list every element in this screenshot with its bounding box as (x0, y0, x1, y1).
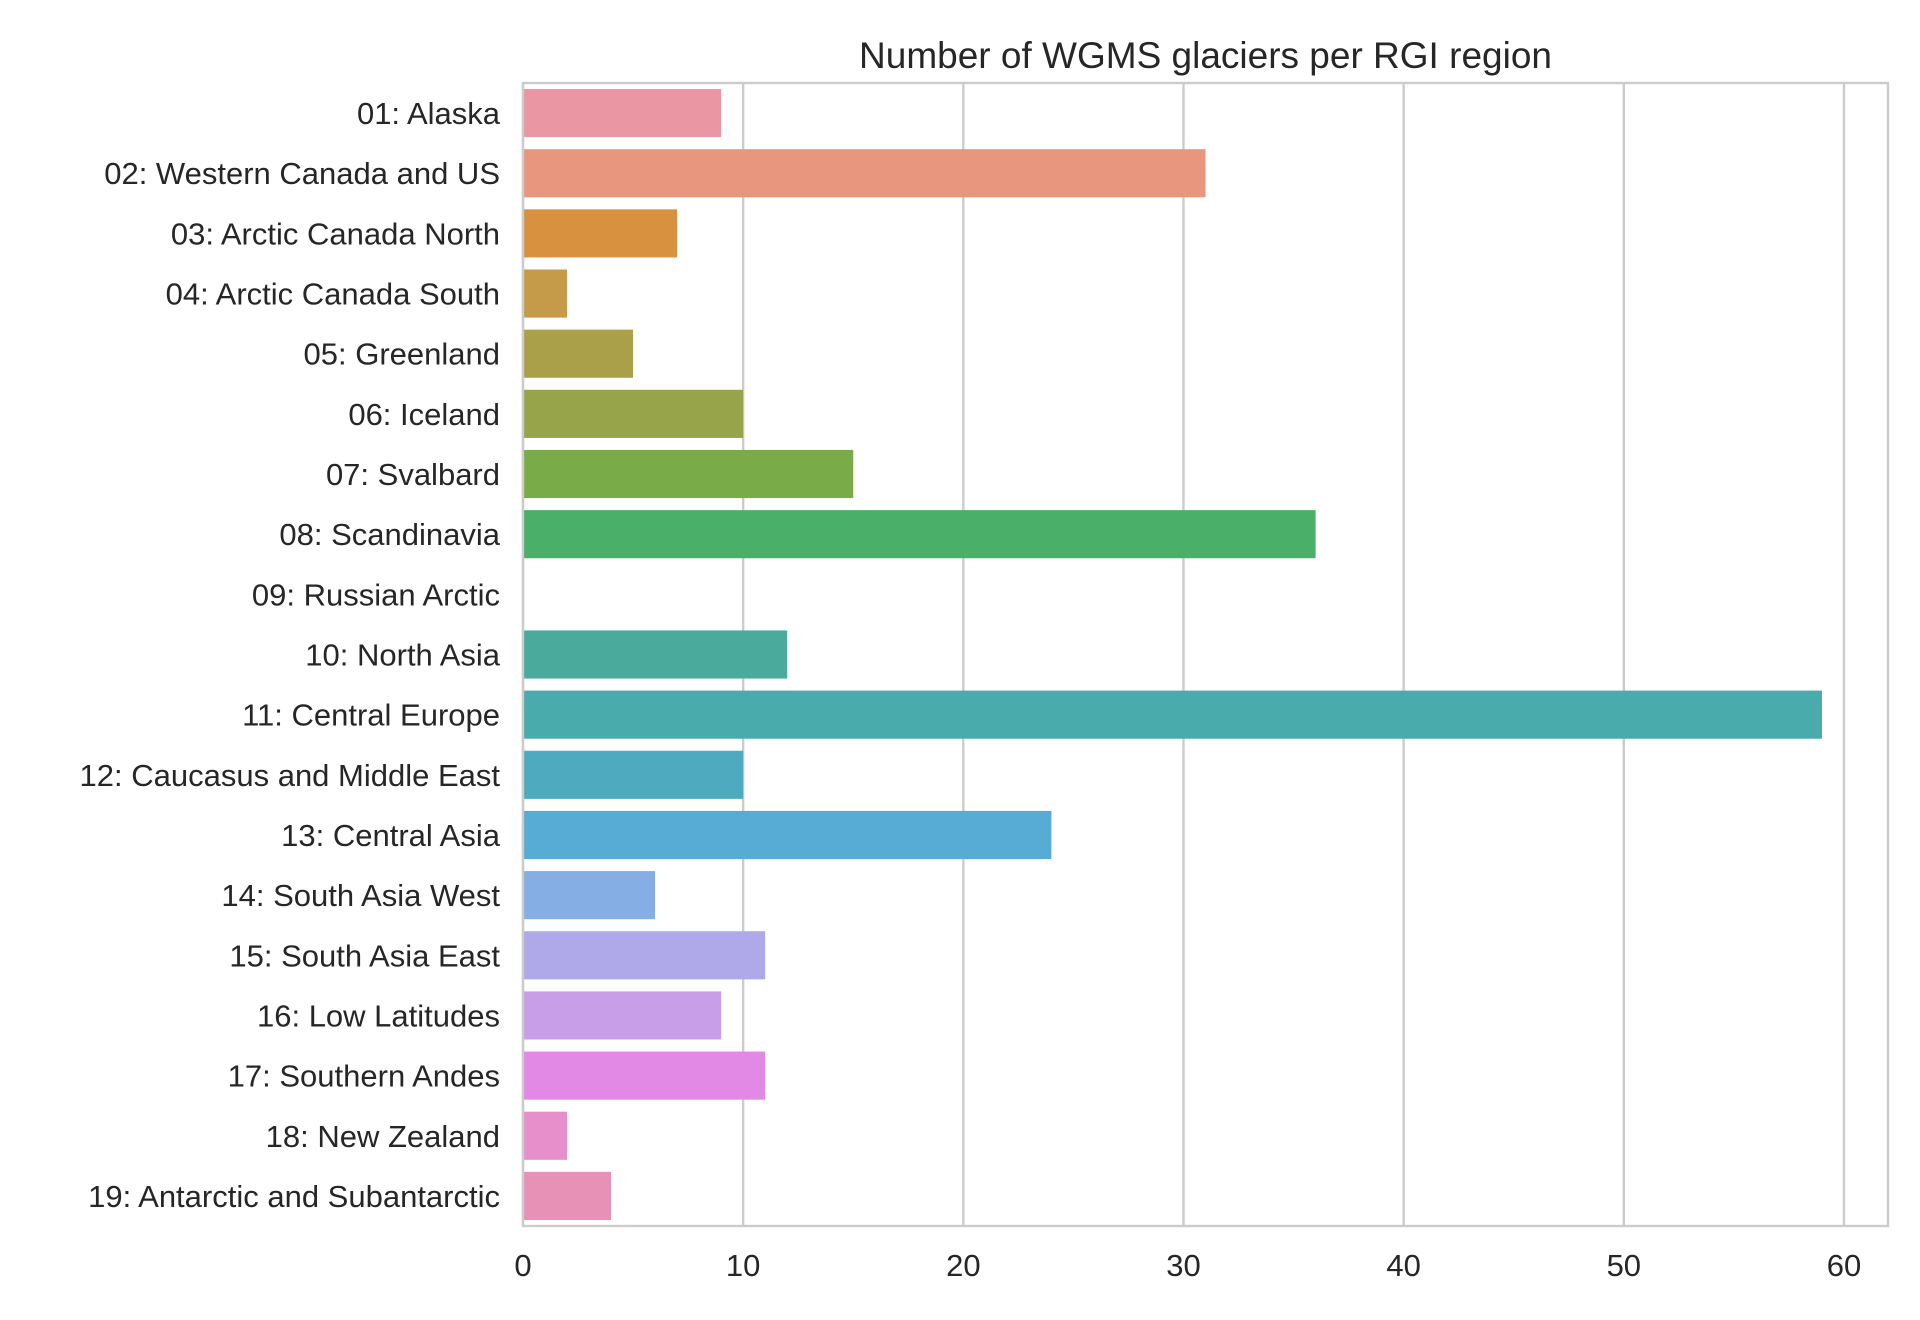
bar (523, 329, 634, 378)
bar (523, 630, 788, 679)
bar (523, 1111, 568, 1160)
bar (523, 931, 766, 980)
bar (523, 269, 568, 318)
bar (523, 89, 722, 138)
category-label: 10: North Asia (305, 638, 500, 673)
bars (523, 89, 1822, 1220)
x-tick-label: 50 (1607, 1248, 1641, 1283)
x-tick-label: 0 (514, 1248, 531, 1283)
category-label: 04: Arctic Canada South (166, 277, 500, 312)
category-label: 16: Low Latitudes (257, 998, 500, 1033)
category-label: 11: Central Europe (242, 698, 500, 733)
y-axis-labels: 01: Alaska 02: Western Canada and US 03: A… (80, 96, 501, 1214)
x-tick-label: 30 (1166, 1248, 1200, 1283)
category-label: 03: Arctic Canada North (171, 216, 500, 251)
bar (523, 510, 1316, 559)
category-label: 02: Western Canada and US (104, 156, 500, 191)
category-label: 13: Central Asia (281, 818, 501, 853)
x-tick-label: 10 (726, 1248, 760, 1283)
category-label: 12: Caucasus and Middle East (80, 758, 501, 793)
x-tick-label: 60 (1827, 1248, 1861, 1283)
x-tick-label: 20 (946, 1248, 980, 1283)
category-label: 09: Russian Arctic (252, 577, 500, 612)
category-label: 08: Scandinavia (279, 517, 500, 552)
bar (523, 690, 1822, 739)
category-label: 06: Iceland (348, 397, 500, 432)
bar (523, 389, 744, 438)
category-label: 18: New Zealand (266, 1119, 500, 1154)
bar (523, 1051, 766, 1100)
category-label: 17: Southern Andes (228, 1059, 500, 1094)
bar (523, 810, 1052, 860)
bar (523, 449, 854, 499)
bar (523, 1171, 612, 1220)
category-label: 14: South Asia West (221, 878, 500, 913)
category-label: 01: Alaska (357, 96, 501, 131)
plot-frame (521, 81, 1890, 1228)
x-tick-label: 40 (1386, 1248, 1420, 1283)
bar (523, 750, 744, 799)
category-label: 15: South Asia East (229, 938, 500, 973)
chart-title: Number of WGMS glaciers per RGI region (859, 35, 1552, 76)
gridlines (521, 83, 1846, 1226)
category-label: 05: Greenland (304, 337, 500, 372)
x-axis-tick-labels: 0 10 20 30 40 50 60 (514, 1248, 1861, 1283)
category-label: 19: Antarctic and Subantarctic (88, 1179, 500, 1214)
bar (523, 871, 656, 920)
category-label: 07: Svalbard (326, 457, 500, 492)
bar (523, 149, 1206, 198)
bar (523, 209, 678, 258)
bar (523, 991, 722, 1040)
